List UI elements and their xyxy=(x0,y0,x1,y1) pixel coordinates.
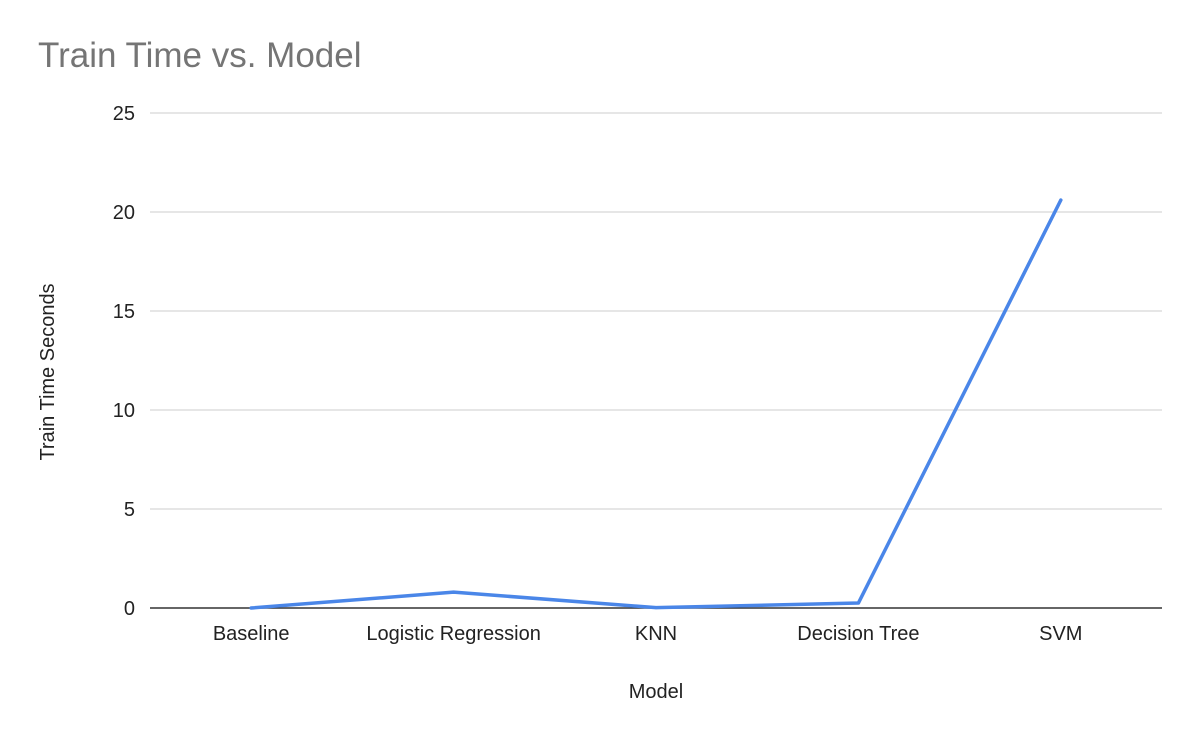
data-point xyxy=(654,606,658,610)
x-axis-ticks: Baseline Logistic Regression KNN Decision T… xyxy=(213,623,1083,645)
x-tick-label: Baseline xyxy=(213,623,290,645)
data-point xyxy=(249,606,253,610)
y-tick-label: 5 xyxy=(124,499,135,521)
y-axis-title: Train Time Seconds xyxy=(37,283,59,460)
x-tick-label: Decision Tree xyxy=(797,623,919,645)
y-tick-label: 0 xyxy=(124,598,135,620)
y-tick-label: 25 xyxy=(113,103,135,125)
series-line xyxy=(249,198,1063,610)
chart-title: Train Time vs. Model xyxy=(38,36,362,75)
gridlines xyxy=(150,112,1162,510)
data-point xyxy=(1059,198,1063,202)
x-axis-title: Model xyxy=(629,681,683,703)
data-point xyxy=(452,590,456,594)
x-tick-label: Logistic Regression xyxy=(366,623,541,645)
y-tick-label: 10 xyxy=(113,400,135,422)
x-tick-label: KNN xyxy=(635,623,677,645)
data-point xyxy=(856,601,860,605)
x-tick-label: SVM xyxy=(1039,623,1082,645)
series-group xyxy=(249,198,1063,610)
y-axis-ticks: 0 5 10 15 20 25 xyxy=(113,103,135,620)
y-tick-label: 15 xyxy=(113,301,135,323)
y-tick-label: 20 xyxy=(113,202,135,224)
